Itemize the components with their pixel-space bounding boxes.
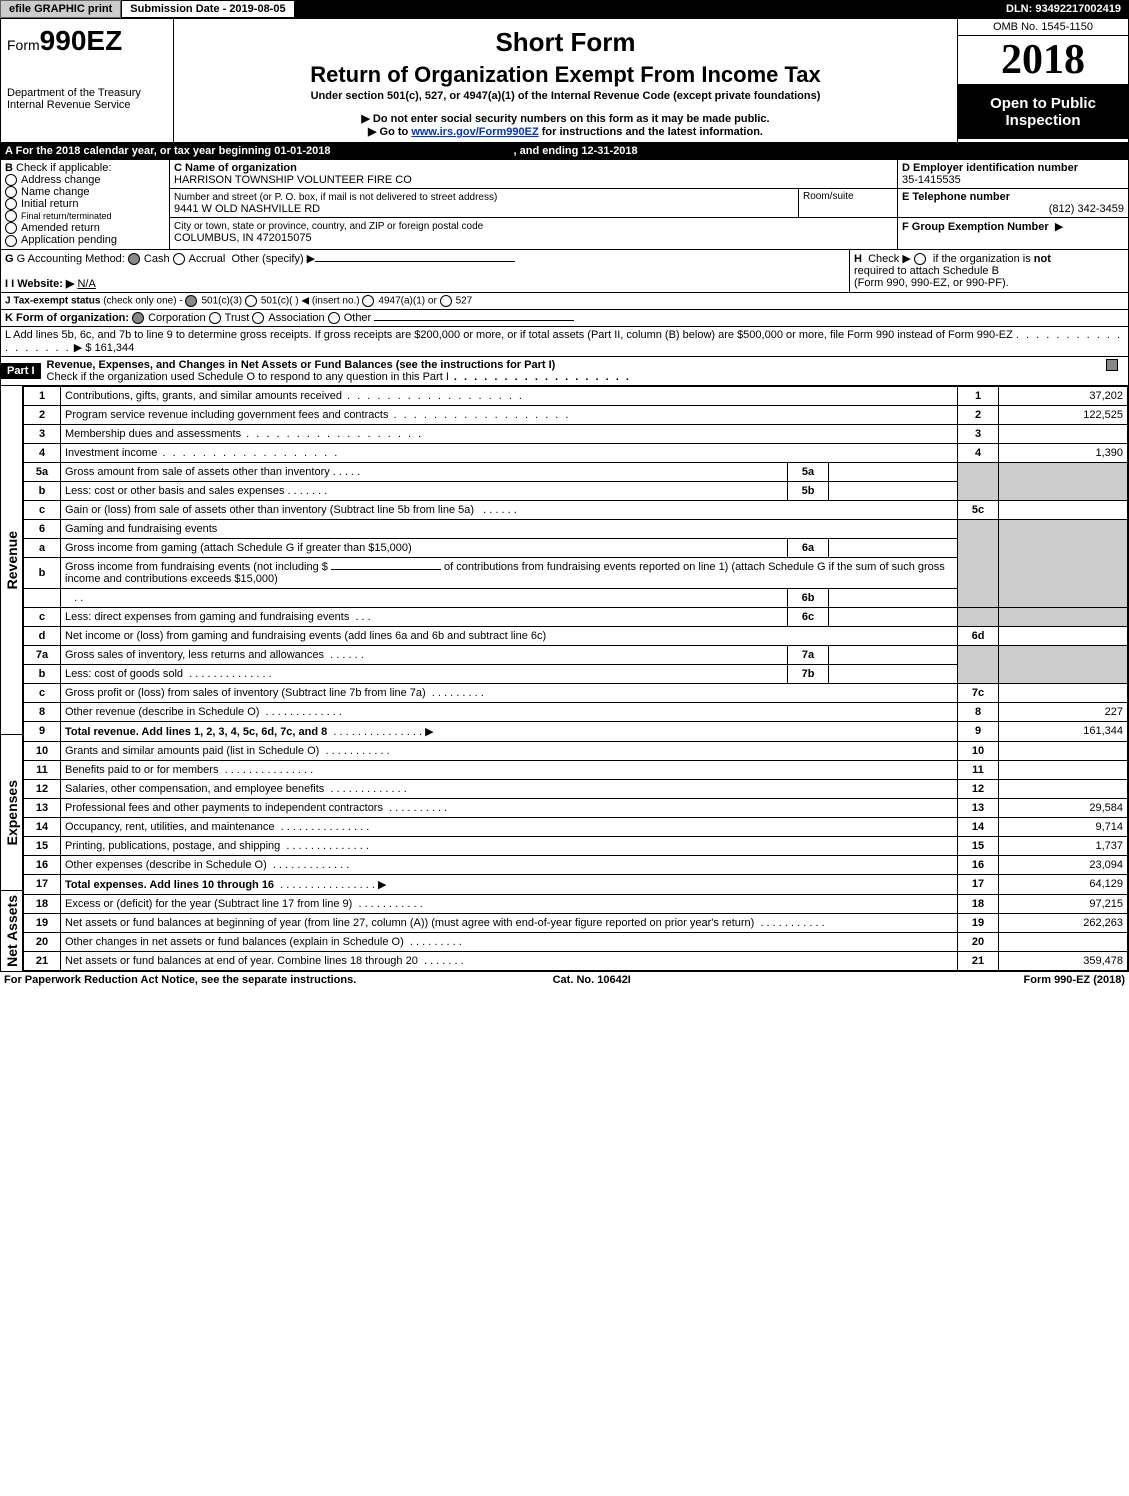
k-label: K Form of organization: (5, 312, 129, 324)
checkbox-application-pending[interactable] (5, 235, 17, 247)
checkbox-name-change[interactable] (5, 186, 17, 198)
addr-label: Number and street (or P. O. box, if mail… (174, 192, 497, 203)
street-address: 9441 W OLD NASHVILLE RD (174, 203, 320, 215)
efile-print-button[interactable]: efile GRAPHIC print (0, 0, 121, 18)
tax-year: 2018 (958, 36, 1128, 85)
dln-label: DLN: 93492217002419 (998, 1, 1129, 17)
radio-501c3[interactable] (185, 295, 197, 307)
d-label: D Employer identification number (902, 162, 1078, 174)
return-title: Return of Organization Exempt From Incom… (182, 62, 949, 88)
irs-label: Internal Revenue Service (7, 99, 167, 111)
checkbox-schedule-o[interactable] (1106, 359, 1118, 371)
org-name: HARRISON TOWNSHIP VOLUNTEER FIRE CO (174, 174, 412, 186)
city-state-zip: COLUMBUS, IN 472015075 (174, 232, 312, 244)
goto-line: ▶ Go to www.irs.gov/Form990EZ for instru… (182, 125, 949, 138)
phone-number: (812) 342-3459 (902, 203, 1124, 215)
section-net-assets: Net Assets (4, 891, 20, 971)
open-to-public: Open to PublicInspection (958, 85, 1128, 139)
l-amount: 161,344 (95, 342, 135, 354)
form-ref: Form 990-EZ (2018) (1024, 974, 1126, 986)
cat-no: Cat. No. 10642I (553, 974, 631, 986)
top-bar: efile GRAPHIC print Submission Date - 20… (0, 0, 1129, 18)
section-revenue: Revenue (4, 527, 20, 593)
do-not-enter: ▶ Do not enter social security numbers o… (182, 112, 949, 125)
part1-label: Part I (1, 363, 41, 379)
radio-501c[interactable] (245, 295, 257, 307)
e-label: E Telephone number (902, 191, 1010, 203)
radio-assoc[interactable] (252, 312, 264, 324)
ein-value: 35-1415535 (902, 174, 961, 186)
dept-treasury: Department of the Treasury (7, 87, 167, 99)
part1-heading: Revenue, Expenses, and Changes in Net As… (47, 359, 556, 371)
part1-sub: Check if the organization used Schedule … (47, 371, 449, 383)
radio-corp[interactable] (132, 312, 144, 324)
checkbox-amended-return[interactable] (5, 222, 17, 234)
city-label: City or town, state or province, country… (174, 221, 483, 232)
radio-trust[interactable] (209, 312, 221, 324)
radio-4947[interactable] (362, 295, 374, 307)
accounting-method-label: G Accounting Method: (17, 253, 125, 265)
f-label: F Group Exemption Number (902, 221, 1049, 233)
checkbox-initial-return[interactable] (5, 198, 17, 210)
page-footer: For Paperwork Reduction Act Notice, see … (0, 971, 1129, 988)
submission-date: Submission Date - 2019-08-05 (121, 0, 294, 18)
radio-527[interactable] (440, 295, 452, 307)
website-value: N/A (77, 278, 557, 290)
c-label: C Name of organization (174, 162, 297, 174)
line-l-text: L Add lines 5b, 6c, and 7b to line 9 to … (5, 329, 1013, 341)
radio-other[interactable] (328, 312, 340, 324)
form-header: Form990EZ Department of the Treasury Int… (0, 18, 1129, 143)
section-expenses: Expenses (4, 776, 20, 849)
radio-accrual[interactable] (173, 253, 185, 265)
paperwork-notice: For Paperwork Reduction Act Notice, see … (4, 974, 356, 986)
short-form-title: Short Form (182, 27, 949, 58)
checkbox-h[interactable] (914, 253, 926, 265)
irs-link[interactable]: www.irs.gov/Form990EZ (411, 126, 538, 138)
checkbox-final-return[interactable] (5, 210, 17, 222)
form-number: Form990EZ (7, 25, 167, 57)
room-suite-label: Room/suite (798, 189, 897, 217)
website-label: I Website: ▶ (11, 278, 74, 290)
subtitle: Under section 501(c), 527, or 4947(a)(1)… (182, 90, 949, 102)
line-a: A For the 2018 calendar year, or tax yea… (1, 143, 1128, 159)
checkbox-address-change[interactable] (5, 174, 17, 186)
omb-no: OMB No. 1545-1150 (958, 19, 1128, 36)
part1-table: 1Contributions, gifts, grants, and simil… (23, 386, 1128, 971)
j-label: J Tax-exempt status (5, 295, 100, 306)
radio-cash[interactable] (128, 253, 140, 265)
check-applicable-label: Check if applicable: (16, 162, 111, 174)
